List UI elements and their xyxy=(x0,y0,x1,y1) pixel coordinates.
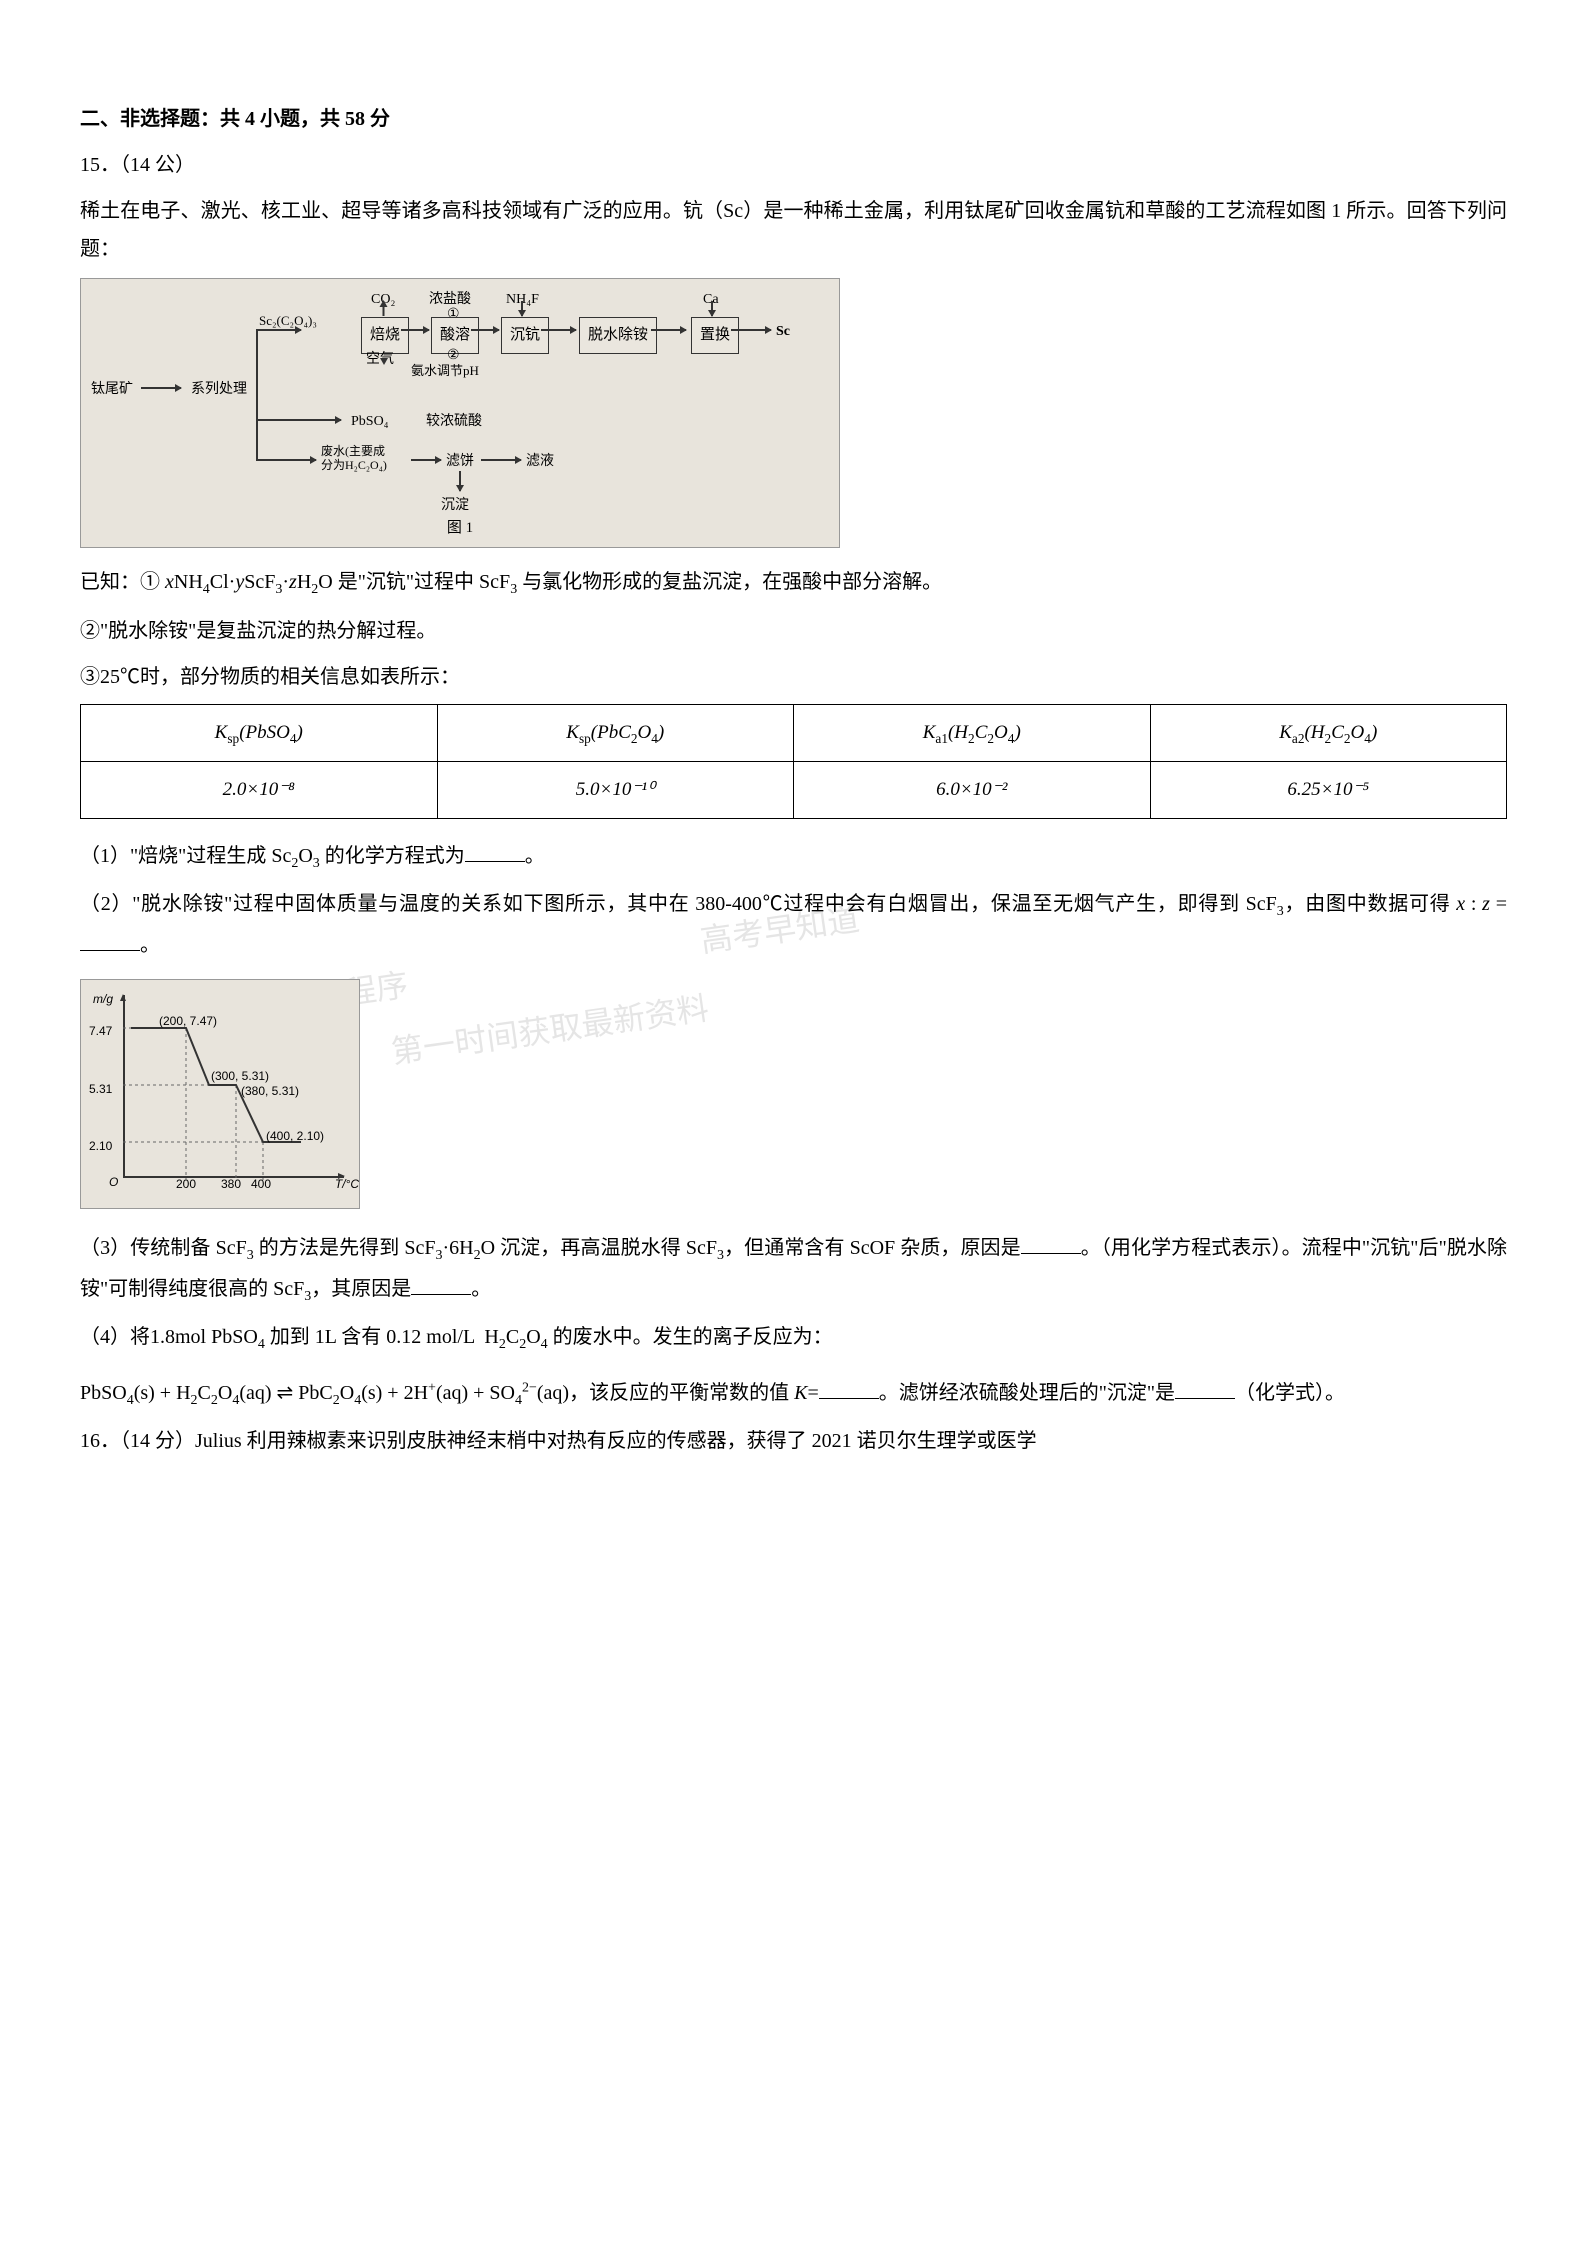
label-tai-wei-kuang: 钛尾矿 xyxy=(91,377,133,404)
label-sc: Sc xyxy=(776,319,790,346)
label-xi-lie: 系列处理 xyxy=(191,377,247,404)
q15-sub1: （1）"焙烧"过程生成 Sc2O3 的化学方程式为。 xyxy=(80,837,1507,878)
label-pbso4: PbSO₄ xyxy=(351,409,389,436)
table-header-4: Ka2(H2C2O4) xyxy=(1150,704,1507,761)
node-zhi-huan: 置换 xyxy=(691,317,739,354)
section-header: 二、非选择题：共 4 小题，共 58 分 xyxy=(80,100,1507,138)
q15-sub2: （2）"脱水除铵"过程中固体质量与温度的关系如下图所示，其中在 380-400℃… xyxy=(80,885,1507,964)
known-2: ②"脱水除铵"是复盐沉淀的热分解过程。 xyxy=(80,612,1507,650)
node-tuo-shui: 脱水除铵 xyxy=(579,317,657,354)
table-header-3: Ka1(H2C2O4) xyxy=(794,704,1151,761)
table-value-4: 6.25×10⁻⁵ xyxy=(1150,761,1507,818)
point-3: (380, 5.31) xyxy=(241,1080,299,1103)
point-1: (200, 7.47) xyxy=(159,1010,217,1033)
q15-sub4-a: （4）将1.8mol PbSO4 加到 1L 含有 0.12 mol/L H2C… xyxy=(80,1318,1507,1359)
point-4: (400, 2.10) xyxy=(266,1125,324,1148)
table-value-3: 6.0×10⁻² xyxy=(794,761,1151,818)
figure-1-caption: 图 1 xyxy=(447,514,473,543)
watermark-3: 第一时间获取最新资料 xyxy=(387,978,712,1083)
flowchart-figure-1: 钛尾矿 系列处理 Sc₂(C₂O₄)₃ CO₂ 焙烧 空气 浓盐酸 ① 酸溶 ②… xyxy=(80,278,840,548)
table-header-2: Ksp(PbC2O4) xyxy=(437,704,794,761)
q15-intro: 稀土在电子、激光、核工业、超导等诸多高科技领域有广泛的应用。钪（Sc）是一种稀土… xyxy=(80,192,1507,268)
label-an-shui: 氨水调节pH xyxy=(411,359,479,384)
table-header-1: Ksp(PbSO4) xyxy=(81,704,438,761)
ksp-table: Ksp(PbSO4) Ksp(PbC2O4) Ka1(H2C2O4) Ka2(H… xyxy=(80,704,1507,819)
label-fei-shui: 废水(主要成分为H₂C₂O₄) xyxy=(321,444,387,473)
label-sc-oxalate: Sc₂(C₂O₄)₃ xyxy=(259,309,317,334)
mass-temperature-graph: m/g T/°C O 7.47 5.31 2.10 200 380 400 (2… xyxy=(80,979,360,1209)
known-3: ③25℃时，部分物质的相关信息如表所示： xyxy=(80,658,1507,696)
node-chen-kang: 沉钪 xyxy=(501,317,549,354)
curve-svg xyxy=(81,980,359,1208)
table-value-2: 5.0×10⁻¹⁰ xyxy=(437,761,794,818)
q15-sub4-eq: PbSO4(s) + H2C2O4(aq) ⇌ PbC2O4(s) + 2H+(… xyxy=(80,1374,1507,1415)
q15-sub3: （3）传统制备 ScF3 的方法是先得到 ScF3·6H2O 沉淀，再高温脱水得… xyxy=(80,1229,1507,1310)
table-value-1: 2.0×10⁻⁸ xyxy=(81,761,438,818)
label-jiao-nong: 较浓硫酸 xyxy=(426,409,482,436)
question-15-number: 15．（14 公） xyxy=(80,146,1507,184)
question-16: 16．（14 分）Julius 利用辣椒素来识别皮肤神经末梢中对热有反应的传感器… xyxy=(80,1422,1507,1460)
page-content: 二、非选择题：共 4 小题，共 58 分 15．（14 公） 稀土在电子、激光、… xyxy=(80,100,1507,1460)
label-lv-ye: 滤液 xyxy=(526,449,554,476)
known-1: 已知：① xNH4Cl·yScF3·zH2O 是"沉钪"过程中 ScF3 与氯化… xyxy=(80,563,1507,604)
